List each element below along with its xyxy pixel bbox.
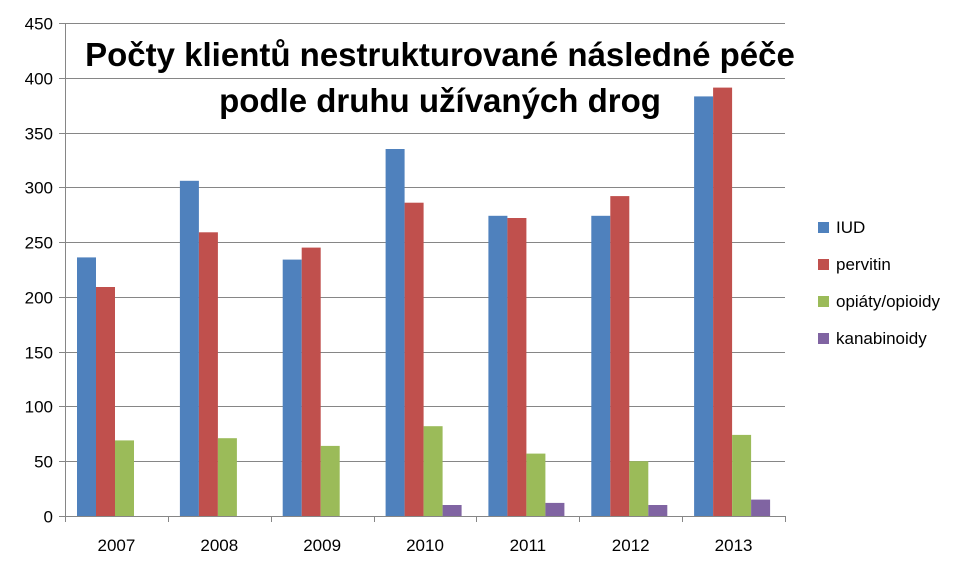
- bar-pervitin-2011: [507, 218, 527, 516]
- bar-kanabinoidy-2012: [648, 505, 668, 516]
- bar-iud-2007: [77, 257, 96, 516]
- chart-title: Počty klientů nestrukturované následné p…: [85, 36, 795, 119]
- y-tick-label: 350: [25, 125, 53, 144]
- x-tick-label: 2012: [612, 536, 650, 555]
- y-tick-label: 250: [25, 234, 53, 253]
- bar-iud-2013: [694, 96, 714, 517]
- bar-pervitin-2010: [404, 202, 424, 516]
- bars: [77, 87, 771, 517]
- y-tick-label: 100: [25, 398, 53, 417]
- legend-label-pervitin: pervitin: [836, 255, 891, 274]
- y-tick-label: 400: [25, 70, 53, 89]
- bar-kanabinoidy-2011: [545, 502, 565, 516]
- chart-title-line-2: podle druhu užívaných drog: [219, 82, 661, 119]
- legend: IUD pervitin opiáty/opioidy kanabinoidy: [818, 218, 940, 348]
- bar-iud-2008: [179, 180, 199, 517]
- legend-label-kanabinoidy: kanabinoidy: [836, 329, 927, 348]
- y-tick-label: 150: [25, 344, 53, 363]
- bar-pervitin-2013: [713, 87, 733, 516]
- x-tick-label: 2007: [98, 536, 136, 555]
- bar-iud-2009: [282, 259, 302, 516]
- bar-opi-ty-opioidy-2010: [423, 426, 443, 516]
- legend-swatch-opi-ty-opioidy: [818, 296, 829, 307]
- bar-opi-ty-opioidy-2009: [320, 445, 340, 516]
- x-tick-label: 2011: [510, 536, 547, 555]
- legend-swatch-iud: [818, 222, 829, 233]
- axes: 0 50 100 150 200 250 300 350 400 450 2007 2008 2009 2…: [25, 15, 786, 555]
- y-tick-label: 300: [25, 179, 53, 198]
- bar-opi-ty-opioidy-2007: [115, 440, 134, 516]
- y-tick-label: 200: [25, 289, 53, 308]
- legend-label-opi-ty-opioidy: opiáty/opioidy: [836, 292, 940, 311]
- x-tick-label: 2013: [715, 536, 753, 555]
- bar-pervitin-2012: [610, 196, 630, 516]
- bar-kanabinoidy-2010: [442, 505, 462, 516]
- bar-opi-ty-opioidy-2012: [629, 461, 649, 516]
- x-tick-label: 2009: [303, 536, 341, 555]
- y-tick-label: 0: [44, 508, 53, 527]
- bar-kanabinoidy-2013: [751, 499, 771, 516]
- legend-label-iud: IUD: [836, 218, 865, 237]
- bar-iud-2010: [385, 149, 405, 516]
- x-tick-label: 2010: [406, 536, 444, 555]
- bar-opi-ty-opioidy-2013: [732, 434, 752, 516]
- x-tick-label: 2008: [200, 536, 238, 555]
- bar-iud-2011: [488, 215, 508, 517]
- y-tick-label: 50: [34, 453, 53, 472]
- bar-pervitin-2007: [96, 287, 115, 516]
- bar-pervitin-2008: [198, 232, 218, 517]
- y-tick-label: 450: [25, 15, 53, 34]
- chart-title-line-1: Počty klientů nestrukturované následné p…: [85, 36, 795, 73]
- legend-swatch-kanabinoidy: [818, 333, 829, 344]
- bar-iud-2012: [591, 215, 611, 517]
- legend-swatch-pervitin: [818, 259, 829, 270]
- bar-opi-ty-opioidy-2008: [217, 438, 237, 516]
- bar-pervitin-2009: [301, 247, 321, 516]
- bar-opi-ty-opioidy-2011: [526, 453, 546, 516]
